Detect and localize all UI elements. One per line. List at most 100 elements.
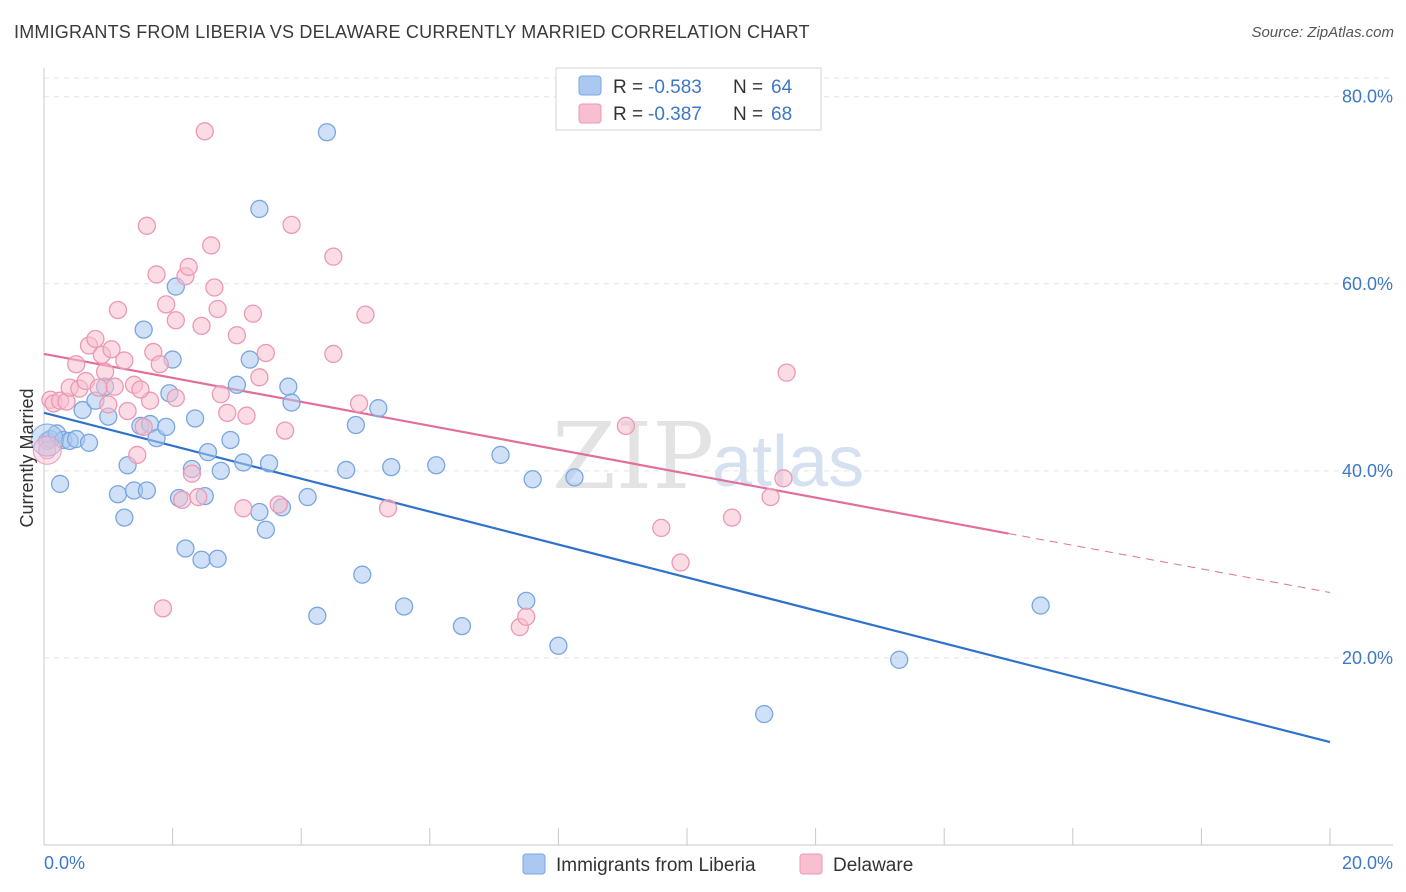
delaware-point-10 xyxy=(86,329,105,349)
liberia-point-29 xyxy=(192,550,211,569)
points-layer xyxy=(30,122,1050,724)
liberia-point-38 xyxy=(250,502,269,522)
delaware-cluster-point xyxy=(32,435,62,465)
liberia-point-35 xyxy=(227,375,247,394)
delaware-point-66 xyxy=(95,362,115,381)
y-tick-label-40: 40.0% xyxy=(1342,461,1393,481)
x-tick-label-min: 0.0% xyxy=(44,853,85,873)
trend-line-extension-delaware xyxy=(1008,533,1331,593)
bottom-legend-swatch-delaware xyxy=(799,853,823,875)
liberia-point-36 xyxy=(234,453,253,472)
y-axis-title: Currently Married xyxy=(17,388,37,527)
liberia-point-44 xyxy=(298,487,317,507)
delaware-point-21 xyxy=(134,417,153,437)
trend-layer xyxy=(43,352,1331,744)
liberia-point-47 xyxy=(337,460,356,480)
delaware-point-22 xyxy=(137,216,157,235)
watermark-zip: ZIP xyxy=(552,403,714,510)
liberia-point-18 xyxy=(137,481,157,500)
delaware-point-62 xyxy=(777,363,796,382)
delaware-point-26 xyxy=(150,355,169,374)
y-tick-label-20: 20.0% xyxy=(1342,648,1393,668)
liberia-point-21 xyxy=(157,417,176,437)
liberia-point-51 xyxy=(382,457,401,477)
delaware-point-11 xyxy=(89,378,108,397)
liberia-point-7 xyxy=(73,400,92,420)
liberia-point-31 xyxy=(198,442,218,462)
delaware-point-47 xyxy=(275,421,295,440)
delaware-point-59 xyxy=(722,508,742,527)
liberia-point-52 xyxy=(394,597,414,616)
delaware-point-49 xyxy=(324,247,343,266)
delaware-point-36 xyxy=(202,236,221,255)
liberia-point-42 xyxy=(279,377,298,396)
legend-n-label-2: N = xyxy=(733,104,763,125)
grid-layer: 20.0% 40.0% 60.0% 80.0% xyxy=(44,77,1393,668)
liberia-point-60 xyxy=(755,704,774,724)
delaware-point-37 xyxy=(205,278,224,297)
legend-r-value-1: -0.583 xyxy=(648,77,702,98)
delaware-point-56 xyxy=(616,416,636,436)
y-tick-label-80: 80.0% xyxy=(1342,87,1393,107)
liberia-point-48 xyxy=(346,415,366,435)
liberia-point-17 xyxy=(134,320,153,339)
liberia-point-56 xyxy=(517,591,536,611)
bottom-legend: Immigrants from Liberia Delaware xyxy=(522,853,913,876)
bottom-legend-label-delaware: Delaware xyxy=(833,855,913,876)
liberia-point-33 xyxy=(211,461,230,481)
liberia-point-32 xyxy=(208,549,227,568)
delaware-point-45 xyxy=(250,368,269,387)
liberia-point-53 xyxy=(427,456,446,475)
delaware-point-6 xyxy=(67,355,86,374)
delaware-point-17 xyxy=(115,351,134,370)
legend-n-value-2: 68 xyxy=(771,104,792,125)
delaware-point-20 xyxy=(128,445,147,465)
liberia-point-13 xyxy=(115,508,134,527)
liberia-point-49 xyxy=(353,565,372,584)
y-tick-label-60: 60.0% xyxy=(1342,274,1393,294)
liberia-point-58 xyxy=(549,636,568,655)
legend-swatch-pink xyxy=(578,103,602,124)
delaware-point-51 xyxy=(349,394,369,413)
legend-r-label-1: R = xyxy=(613,77,643,98)
delaware-point-28 xyxy=(157,295,176,314)
chart-source: Source: ZipAtlas.com xyxy=(1251,24,1394,41)
delaware-point-33 xyxy=(182,464,202,483)
delaware-point-27 xyxy=(153,599,173,618)
delaware-point-67 xyxy=(166,388,185,408)
delaware-point-57 xyxy=(652,518,671,538)
delaware-point-25 xyxy=(147,265,166,284)
delaware-point-55 xyxy=(517,607,536,626)
liberia-point-12 xyxy=(108,485,128,504)
delaware-point-64 xyxy=(269,495,288,514)
legend-swatch-blue xyxy=(578,75,602,96)
watermark-atlas: atlas xyxy=(712,422,864,502)
liberia-point-55 xyxy=(491,445,510,465)
liberia-point-39 xyxy=(256,520,275,539)
delaware-point-46 xyxy=(256,343,275,363)
delaware-point-42 xyxy=(234,499,253,518)
liberia-point-40 xyxy=(259,454,279,473)
delaware-point-61 xyxy=(774,469,793,488)
delaware-point-30 xyxy=(173,490,192,510)
trend-line-delaware xyxy=(43,352,1009,535)
legend-r-label-2: R = xyxy=(613,104,643,125)
delaware-point-41 xyxy=(227,326,247,345)
liberia-point-46 xyxy=(317,123,337,142)
delaware-point-43 xyxy=(237,406,256,425)
liberia-point-62 xyxy=(1031,596,1050,615)
delaware-point-52 xyxy=(356,305,375,324)
liberia-point-54 xyxy=(452,616,472,636)
delaware-point-40 xyxy=(218,403,237,423)
chart-title: IMMIGRANTS FROM LIBERIA VS DELAWARE CURR… xyxy=(14,22,810,42)
legend-box: R = -0.583 N = 64 R = -0.387 N = 68 xyxy=(555,67,822,131)
delaware-point-63 xyxy=(189,487,208,507)
delaware-point-60 xyxy=(761,487,780,507)
bottom-legend-swatch-liberia xyxy=(522,853,546,875)
delaware-point-16 xyxy=(108,300,128,320)
delaware-point-50 xyxy=(324,344,343,364)
liberia-point-34 xyxy=(221,430,240,450)
delaware-point-53 xyxy=(378,499,398,518)
bottom-legend-label-liberia: Immigrants from Liberia xyxy=(556,855,756,876)
